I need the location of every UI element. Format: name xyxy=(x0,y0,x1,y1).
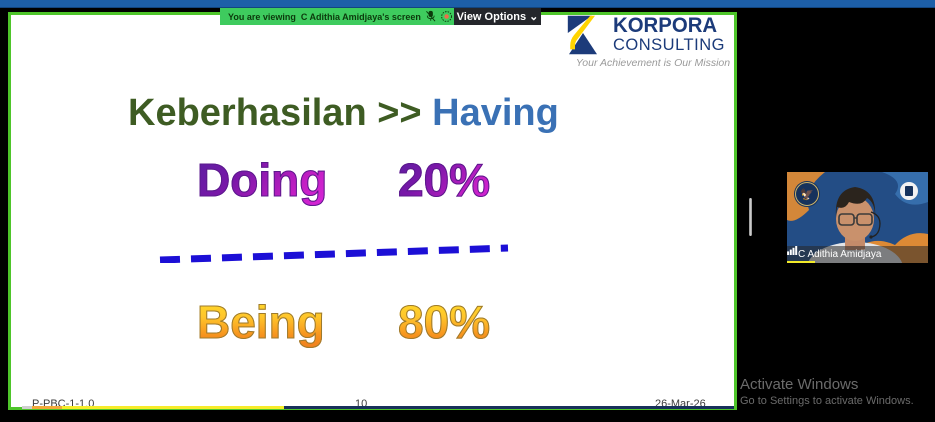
svg-text:🦅: 🦅 xyxy=(800,187,814,201)
